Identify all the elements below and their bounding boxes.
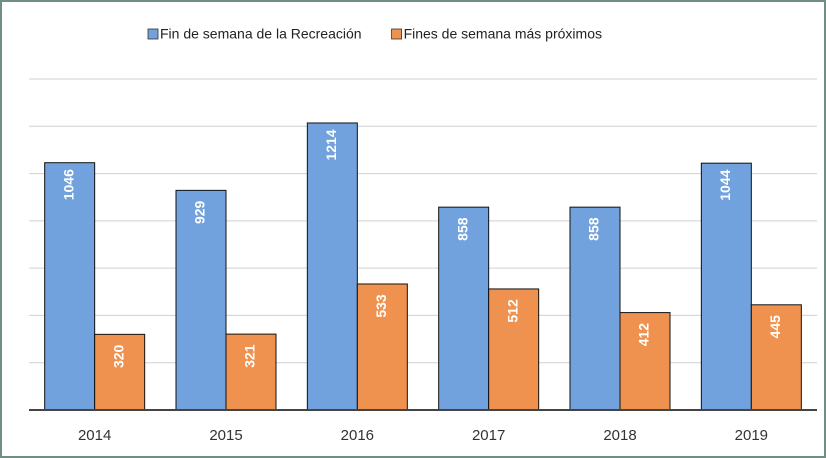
value-label: 445	[767, 315, 783, 339]
bar	[306, 122, 358, 411]
x-tick-label: 2018	[603, 427, 636, 444]
bar	[619, 312, 671, 411]
legend-swatch	[391, 28, 402, 40]
bar	[225, 333, 277, 411]
bar	[750, 304, 802, 411]
bar	[44, 162, 96, 411]
x-tick-label: 2015	[209, 427, 242, 444]
bar	[94, 333, 146, 411]
bar	[175, 189, 227, 411]
x-tick-label: 2017	[472, 427, 505, 444]
value-label: 321	[242, 344, 258, 368]
legend-swatch	[147, 28, 159, 40]
value-label: 858	[586, 217, 602, 241]
legend-label: Fin de semana de la Recreación	[160, 26, 362, 42]
bar	[488, 288, 540, 411]
value-label: 1214	[323, 129, 339, 160]
value-label: 929	[192, 200, 208, 224]
bar	[356, 283, 408, 411]
legend: Fin de semana de la Recreación Fines de s…	[147, 26, 602, 42]
value-label: 858	[454, 217, 470, 241]
value-label: 412	[636, 323, 652, 347]
value-label: 1044	[717, 169, 733, 200]
value-label: 512	[504, 299, 520, 323]
value-label: 533	[373, 294, 389, 318]
value-label: 320	[110, 344, 126, 368]
legend-label: Fines de semana más próximos	[404, 26, 602, 42]
x-tick-label: 2014	[78, 427, 111, 444]
value-label: 1046	[60, 169, 76, 200]
bar	[569, 206, 621, 411]
x-tick-label: 2019	[735, 427, 768, 444]
bar	[700, 162, 752, 411]
x-tick-label: 2016	[341, 427, 374, 444]
